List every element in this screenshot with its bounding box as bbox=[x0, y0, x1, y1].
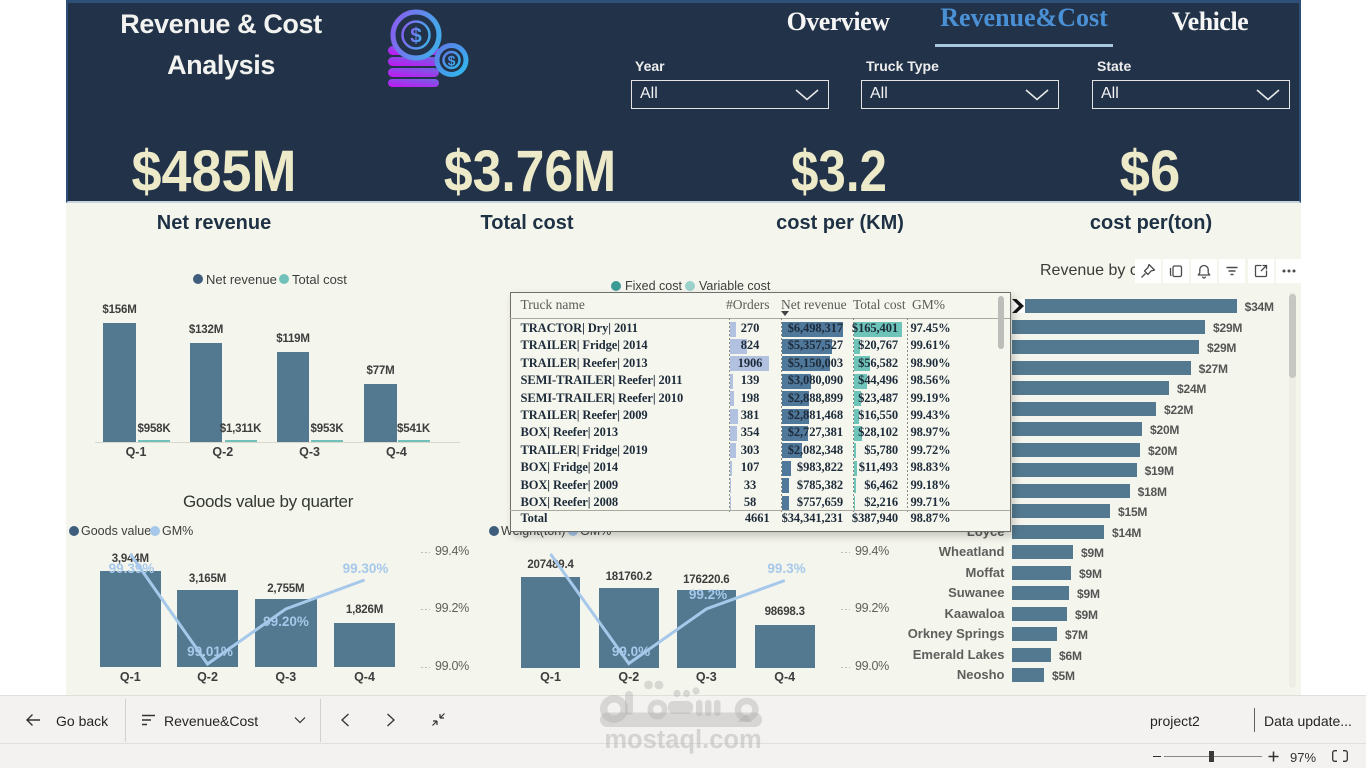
svg-text:mostaql.com: mostaql.com bbox=[604, 726, 761, 754]
svg-text:$: $ bbox=[448, 53, 456, 69]
svg-text:$: $ bbox=[410, 25, 422, 48]
